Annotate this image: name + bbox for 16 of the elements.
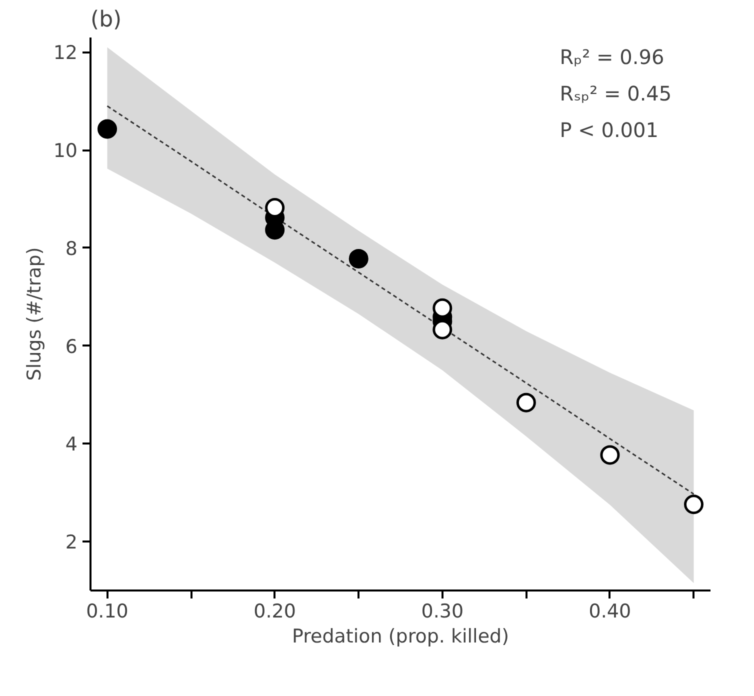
x-axis-title: Predation (prop. killed) (292, 626, 509, 648)
y-axis-title: Slugs (#/trap) (23, 247, 46, 381)
y-tick-label: 8 (65, 238, 78, 260)
y-tick-label: 12 (53, 42, 78, 64)
y-tick-label: 6 (65, 336, 78, 358)
annotation: P < 0.001 (560, 118, 658, 142)
x-tick-label: 0.20 (254, 600, 296, 622)
y-tick-label: 10 (53, 140, 78, 162)
annotation: Rₚ² = 0.96 (560, 44, 664, 69)
y-tick-label: 4 (65, 434, 78, 456)
x-tick-label: 0.30 (421, 600, 464, 622)
x-tick-label: 0.40 (588, 600, 632, 622)
x-tick-label: 0.10 (86, 600, 128, 622)
chart-title: (b) (90, 8, 122, 32)
y-tick-label: 2 (65, 532, 78, 554)
annotation: Rₛₚ² = 0.45 (560, 82, 672, 106)
